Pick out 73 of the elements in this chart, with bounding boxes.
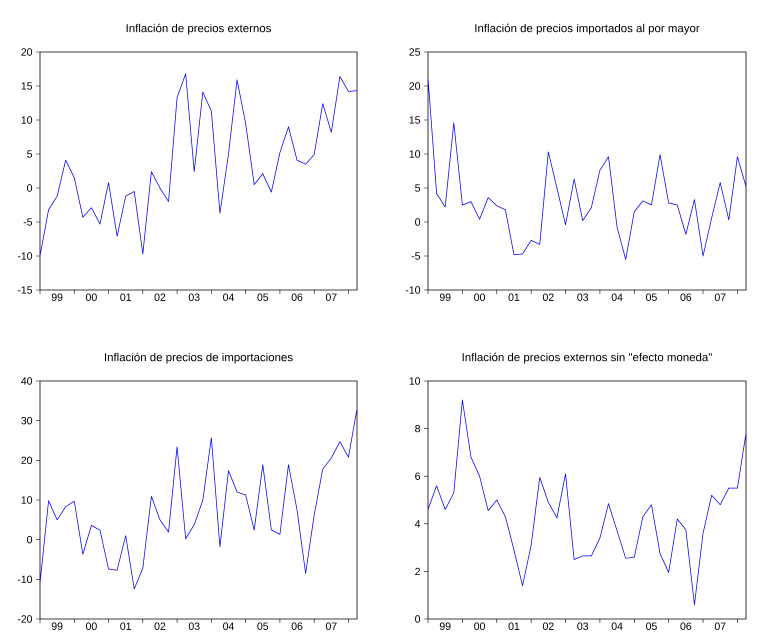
y-tick-label: 30 xyxy=(21,416,32,424)
y-tick-label: 20 xyxy=(21,456,32,464)
x-tick-label: 05 xyxy=(257,294,268,301)
x-tick-label: 06 xyxy=(680,622,692,630)
chart-title: Inflación de precios de importaciones xyxy=(104,352,293,364)
y-tick-label: -10 xyxy=(406,286,420,294)
y-tick-label: 8 xyxy=(415,424,420,432)
line-series xyxy=(428,77,746,260)
x-tick-label: 02 xyxy=(154,294,166,301)
x-tick-label: 04 xyxy=(223,294,234,301)
y-tick-label: 10 xyxy=(410,150,420,158)
x-tick-label: 01 xyxy=(508,622,520,630)
y-tick-label: 40 xyxy=(21,377,32,385)
x-tick-label: 07 xyxy=(326,294,337,301)
x-tick-label: 00 xyxy=(86,622,97,630)
y-tick-label: 4 xyxy=(414,520,420,528)
y-tick-label: 0 xyxy=(27,536,32,544)
y-tick-label: -10 xyxy=(18,576,32,584)
y-tick-label: 10 xyxy=(22,116,32,124)
x-tick-label: 07 xyxy=(714,294,726,301)
x-tick-label: 00 xyxy=(86,294,97,301)
x-tick-label: 01 xyxy=(120,622,131,630)
x-tick-label: 07 xyxy=(714,622,726,630)
y-tick-label: 10 xyxy=(22,496,32,504)
line-series xyxy=(40,408,358,590)
x-tick-label: 02 xyxy=(542,294,554,301)
x-tick-label: 06 xyxy=(292,294,302,301)
x-tick-label: 06 xyxy=(292,622,302,630)
x-tick-label: 05 xyxy=(646,294,657,301)
x-tick-label: 04 xyxy=(612,294,623,301)
chart-title: Inflación de precios externos sin "efecto moneda" xyxy=(462,352,712,364)
x-tick-label: 01 xyxy=(120,294,131,301)
y-tick-label: 5 xyxy=(27,150,32,158)
x-tick-label: 99 xyxy=(440,294,451,301)
y-tick-label: 2 xyxy=(415,568,420,576)
x-tick-label: 00 xyxy=(474,294,485,301)
x-tick-label: 99 xyxy=(52,622,62,630)
y-tick-label: 0 xyxy=(415,218,420,226)
x-tick-label: 00 xyxy=(474,622,485,630)
x-tick-label: 99 xyxy=(440,622,451,630)
x-tick-label: 04 xyxy=(612,622,623,630)
line-series xyxy=(40,73,358,256)
line-series xyxy=(428,400,746,606)
x-tick-label: 03 xyxy=(188,294,200,301)
y-tick-label: -15 xyxy=(18,286,32,294)
x-tick-label: 03 xyxy=(577,622,588,630)
y-tick-label: -5 xyxy=(24,218,32,226)
x-tick-label: 02 xyxy=(542,622,554,630)
y-tick-label: 0 xyxy=(415,615,420,623)
y-tick-label: 10 xyxy=(410,377,420,385)
x-tick-label: 04 xyxy=(223,622,234,630)
y-tick-label: 20 xyxy=(21,48,32,56)
x-tick-label: 07 xyxy=(326,622,337,630)
y-tick-label: 0 xyxy=(27,184,32,192)
y-tick-label: 15 xyxy=(22,82,32,90)
x-tick-label: 05 xyxy=(257,622,268,630)
x-tick-label: 03 xyxy=(188,622,200,630)
x-tick-label: 03 xyxy=(577,294,588,301)
x-tick-label: 02 xyxy=(154,622,166,630)
y-tick-label: -10 xyxy=(18,252,32,260)
y-tick-label: 6 xyxy=(415,472,420,480)
x-tick-label: 05 xyxy=(646,622,657,630)
y-tick-label: -5 xyxy=(412,252,420,260)
y-tick-label: 5 xyxy=(415,184,420,192)
x-tick-label: 99 xyxy=(52,294,62,301)
y-tick-label: 25 xyxy=(409,48,420,56)
y-tick-label: 15 xyxy=(410,116,420,124)
x-tick-label: 06 xyxy=(680,294,692,301)
y-tick-label: 20 xyxy=(409,82,420,90)
chart-title: Inflación de precios importados al por mayor xyxy=(475,24,700,34)
y-tick-label: -20 xyxy=(18,615,32,623)
x-tick-label: 01 xyxy=(508,294,520,301)
chart-title: Inflación de precios externos xyxy=(126,24,271,34)
